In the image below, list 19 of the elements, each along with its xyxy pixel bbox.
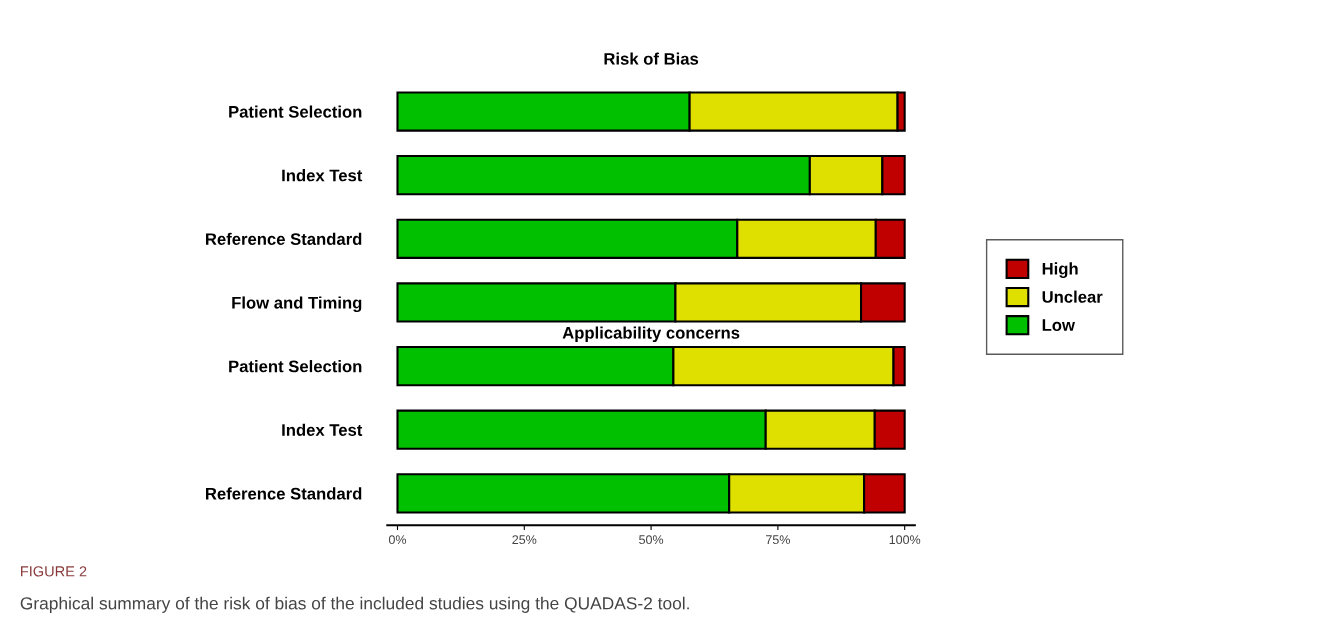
legend-label: High bbox=[1042, 262, 1078, 278]
legend-label: Low bbox=[1042, 319, 1075, 331]
caption: FIGURE 2 bbox=[21, 566, 87, 577]
y-tick-label: Index Test bbox=[282, 169, 363, 182]
text: Graphical summary of the risk of bias of the included studies using the QUADAS-2 tool. bbox=[20, 596, 689, 613]
y-tick-label: Patient Selection bbox=[229, 360, 362, 373]
x-tick-label: 50% bbox=[639, 535, 664, 545]
x-tick-label: 0% bbox=[388, 535, 407, 545]
x-tick-label: 75% bbox=[766, 535, 790, 545]
y-tick-label: Reference Standard bbox=[206, 232, 362, 246]
legend-label: Unclear bbox=[1042, 290, 1103, 303]
annotation: Applicability concerns bbox=[562, 326, 740, 343]
y-tick-label: Patient Selection bbox=[229, 105, 362, 118]
y-tick-label: Reference Standard bbox=[206, 487, 362, 500]
x-tick-label: 100% bbox=[889, 535, 921, 545]
y-tick-label: Index Test bbox=[282, 423, 363, 436]
chart-title: Risk of Bias bbox=[604, 52, 699, 65]
x-tick-label: 25% bbox=[512, 535, 537, 545]
y-tick-label: Flow and Timing bbox=[232, 296, 362, 313]
